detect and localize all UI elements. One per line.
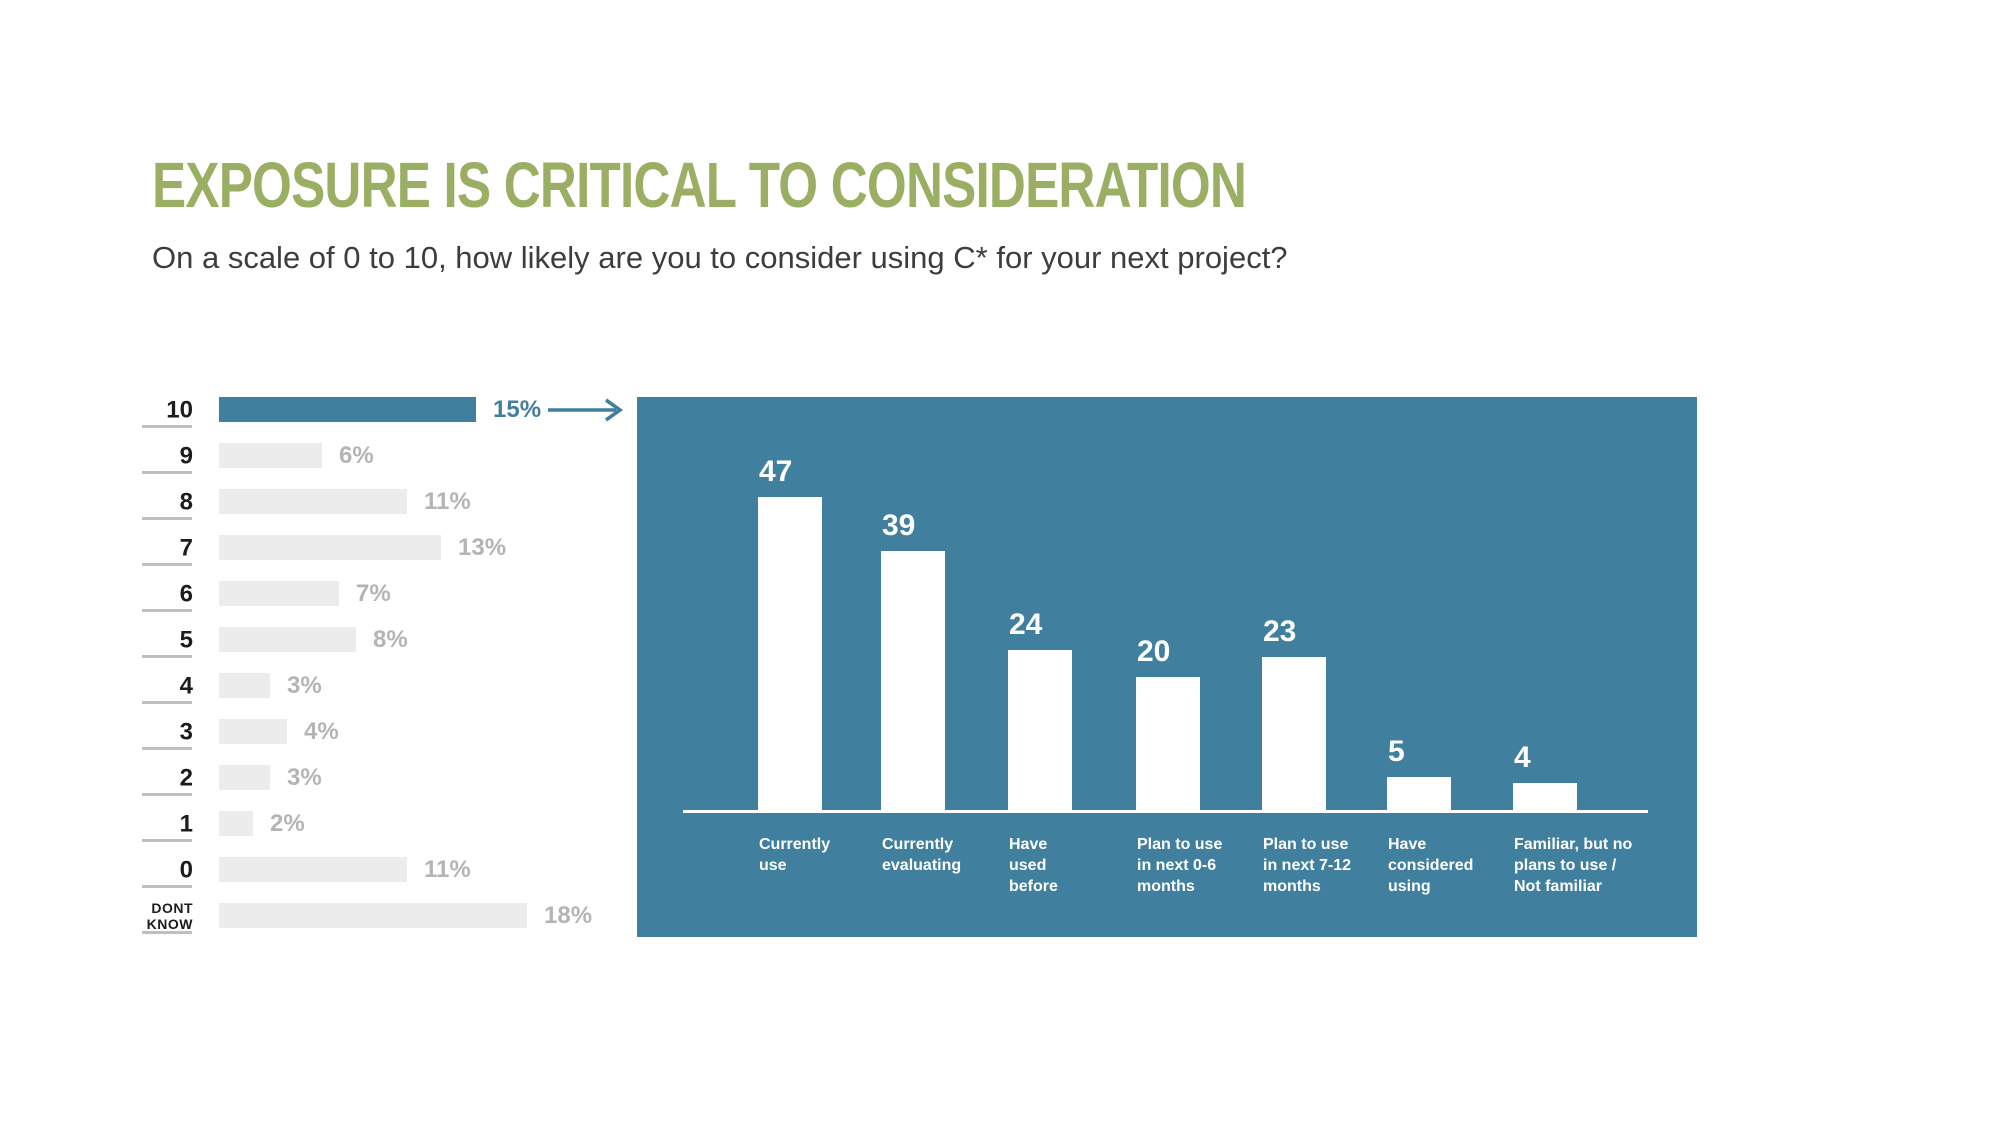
scale-bar — [219, 489, 407, 514]
consideration-bar-value-label: 20 — [1137, 635, 1171, 668]
scale-bar-value-label: 3% — [287, 763, 322, 791]
consideration-bar-category-label: Familiar, but no plans to use / Not fami… — [1514, 836, 1633, 895]
scale-tick-label: 10 — [166, 395, 193, 423]
scale-tick-underline — [142, 839, 192, 842]
scale-bar — [219, 673, 270, 698]
consideration-bar-value-label: 47 — [759, 455, 793, 488]
consideration-bar — [758, 497, 822, 810]
scale-tick-underline — [142, 609, 192, 612]
likelihood-bar-chart: 10 15% 9 6% 8 11% 7 13% 6 7% 5 8% 4 3% 3 4% 2 3% 1 2% 0 11% DO… — [0, 0, 640, 1139]
scale-bar — [219, 443, 322, 468]
consideration-bar — [1513, 783, 1577, 810]
scale-tick-label: 5 — [179, 625, 193, 653]
scale-tick-label: 8 — [179, 487, 193, 515]
scale-tick-label: 4 — [179, 671, 193, 699]
consideration-bar-value-label: 24 — [1009, 608, 1043, 641]
consideration-bar-category-label: Have used before — [1009, 836, 1058, 895]
consideration-bar-value-label: 4 — [1514, 741, 1531, 774]
scale-tick-underline — [142, 885, 192, 888]
consideration-panel: 47 Currently use 39 Currently evaluating 24 H… — [637, 397, 1697, 937]
consideration-bar-category-label: Currently evaluating — [882, 836, 962, 874]
scale-bar-value-label: 8% — [373, 625, 408, 653]
scale-tick-underline — [142, 793, 192, 796]
scale-bar-value-label: 6% — [339, 441, 374, 469]
scale-bar-value-label: 3% — [287, 671, 322, 699]
scale-bar — [219, 857, 407, 882]
scale-tick-underline — [142, 655, 192, 658]
scale-bar-value-label: 7% — [356, 579, 391, 607]
consideration-bar-value-label: 39 — [882, 509, 916, 542]
scale-tick-label: DONT KNOW — [146, 899, 193, 932]
scale-bar-value-label: 18% — [544, 901, 593, 929]
page-title: EXPOSURE IS CRITICAL TO CONSIDERATION — [152, 149, 1247, 221]
scale-tick-underline — [142, 517, 192, 520]
scale-bar — [219, 903, 527, 928]
consideration-bar — [1008, 650, 1072, 810]
scale-tick-label: 0 — [179, 855, 193, 883]
right-arrow-icon — [548, 398, 624, 422]
scale-tick-label: 2 — [179, 763, 193, 791]
scale-bar-value-label: 4% — [304, 717, 339, 745]
scale-tick-underline — [142, 701, 192, 704]
scale-tick-label: 9 — [179, 441, 193, 469]
consideration-bar-category-label: Have considered using — [1388, 836, 1474, 895]
scale-bar-value-label: 15% — [493, 395, 542, 423]
page-subtitle: On a scale of 0 to 10, how likely are yo… — [152, 240, 1288, 275]
scale-tick-underline — [142, 425, 192, 428]
consideration-bar-category-label: Currently use — [759, 836, 831, 874]
scale-bar — [219, 811, 253, 836]
consideration-bar — [881, 551, 945, 810]
consideration-bar-category-label: Plan to use in next 0-6 months — [1137, 836, 1223, 895]
scale-tick-underline — [142, 471, 192, 474]
axis-baseline — [683, 810, 1648, 813]
consideration-bar-category-label: Plan to use in next 7-12 months — [1263, 836, 1352, 895]
scale-bar — [219, 627, 356, 652]
consideration-bar-value-label: 5 — [1388, 735, 1405, 768]
scale-bar — [219, 535, 441, 560]
scale-tick-label: 1 — [179, 809, 193, 837]
scale-tick-underline — [142, 563, 192, 566]
consideration-bar-value-label: 23 — [1263, 615, 1297, 648]
scale-bar-value-label: 11% — [424, 855, 471, 883]
scale-bar-value-label: 13% — [458, 533, 507, 561]
scale-bar-value-label: 2% — [270, 809, 305, 837]
scale-tick-label: 3 — [179, 717, 193, 745]
scale-tick-underline — [142, 747, 192, 750]
consideration-bar — [1262, 657, 1326, 810]
scale-bar — [219, 765, 270, 790]
scale-bar — [219, 581, 339, 606]
scale-bar — [219, 397, 476, 422]
scale-tick-label: 6 — [179, 579, 193, 607]
consideration-bar — [1387, 777, 1451, 810]
consideration-bar — [1136, 677, 1200, 810]
scale-bar — [219, 719, 287, 744]
scale-bar-value-label: 11% — [424, 487, 471, 515]
scale-tick-label: 7 — [179, 533, 193, 561]
scale-tick-underline — [142, 931, 192, 934]
